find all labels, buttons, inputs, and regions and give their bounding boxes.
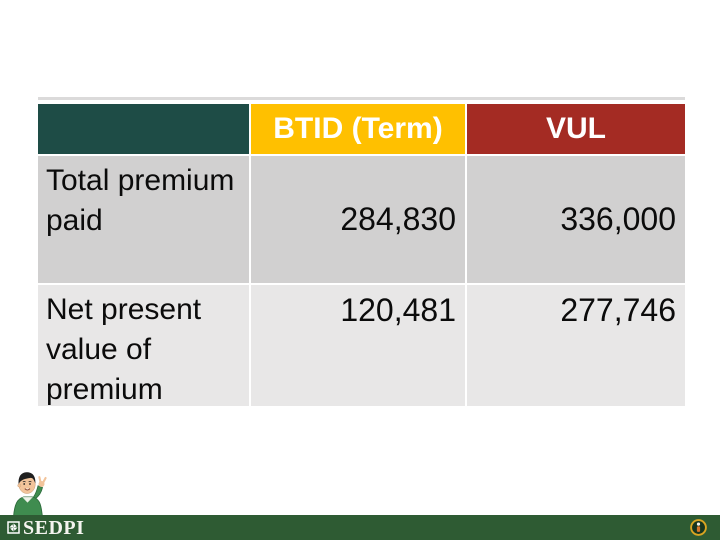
presenter-mascot (13, 472, 47, 517)
header-cell-blank (38, 104, 249, 154)
brand-name: SEDPI (23, 517, 85, 539)
footer-bar: SEDPI (0, 515, 720, 540)
value-npv-vul: 277,746 (467, 285, 685, 406)
header-cell-vul: VUL (467, 104, 685, 154)
info-person-badge-icon (690, 519, 707, 536)
value-npv-btid: 120,481 (251, 285, 465, 406)
row-label-net-present-value: Net present value of premium (38, 285, 249, 406)
value-total-premium-vul: 336,000 (467, 156, 685, 283)
brand-lockup: SEDPI (7, 515, 84, 540)
comparison-table: BTID (Term) VUL Total premium paid 284,8… (38, 104, 685, 406)
value-total-premium-btid: 284,830 (251, 156, 465, 283)
row-label-total-premium-paid: Total premium paid (38, 156, 249, 283)
table-top-border (38, 97, 685, 100)
header-cell-btid: BTID (Term) (251, 104, 465, 154)
sedpi-pinwheel-icon (7, 521, 20, 534)
